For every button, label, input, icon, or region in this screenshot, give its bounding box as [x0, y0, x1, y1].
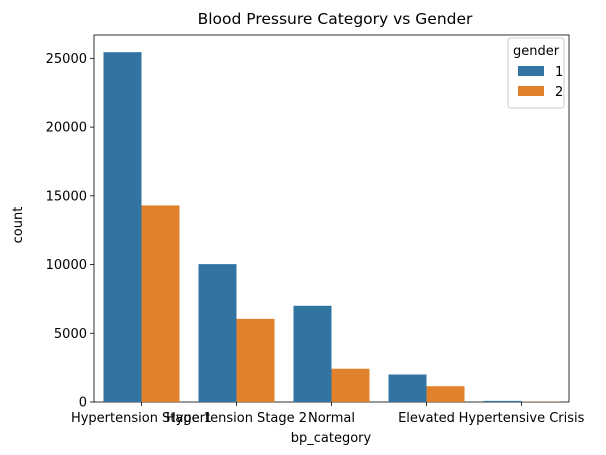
- x-tick-label: Normal: [308, 411, 355, 426]
- x-tick-label: Hypertension Stage 1: [71, 411, 212, 426]
- legend-swatch-gender-2: [518, 86, 544, 96]
- bar-elevated-gender-1: [388, 374, 427, 402]
- bar-normal-gender-1: [293, 305, 332, 402]
- bar-hypertensive-crisis-gender-1: [483, 400, 522, 402]
- legend-label-gender-2: 2: [555, 85, 563, 100]
- legend-label-gender-1: 1: [555, 65, 563, 80]
- x-tick-label: Hypertension Stage 2: [166, 411, 307, 426]
- y-tick-label: 10000: [46, 258, 87, 273]
- bar-hypertension-stage-2-gender-1: [198, 264, 237, 402]
- x-tick-label: Hypertensive Crisis: [459, 411, 585, 426]
- y-tick-label: 20000: [46, 121, 87, 136]
- y-axis: 0 5000 10000 15000 20000 25000: [46, 52, 94, 411]
- y-axis-title: count: [11, 207, 26, 244]
- x-tick-label: Elevated: [398, 411, 455, 426]
- bar-hypertension-stage-1-gender-2: [141, 205, 180, 402]
- y-tick-label: 25000: [46, 52, 87, 67]
- y-tick-label: 5000: [54, 327, 87, 342]
- bar-elevated-gender-2: [426, 386, 465, 402]
- bar-hypertension-stage-1-gender-1: [103, 52, 142, 403]
- x-axis-title: bp_category: [291, 431, 372, 446]
- legend-swatch-gender-1: [518, 66, 544, 76]
- bar-normal-gender-2: [331, 368, 370, 402]
- chart-title: Blood Pressure Category vs Gender: [198, 10, 473, 28]
- legend: gender 1 2: [507, 37, 565, 109]
- y-tick-label: 15000: [46, 189, 87, 204]
- y-tick-label: 0: [79, 396, 87, 411]
- bars-group: [103, 52, 560, 403]
- legend-title: gender: [513, 44, 560, 59]
- bar-hypertension-stage-2-gender-2: [236, 318, 275, 402]
